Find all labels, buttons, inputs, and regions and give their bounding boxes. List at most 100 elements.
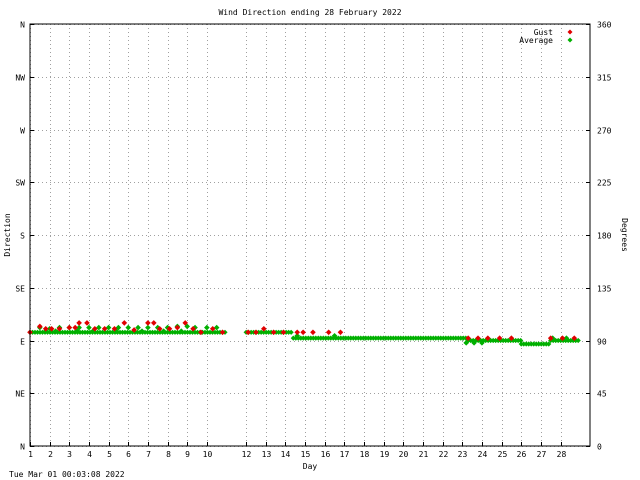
average-point	[160, 328, 167, 334]
y-tick-label-right: 360	[597, 21, 612, 30]
gust-point	[547, 335, 554, 341]
x-tick-label: 17	[340, 450, 350, 459]
x-tick-label: 5	[107, 450, 112, 459]
x-tick-label: 19	[380, 450, 390, 459]
gust-point	[56, 325, 63, 332]
gust-point	[121, 320, 128, 326]
x-tick-label: 13	[262, 450, 272, 459]
x-tick-label: 3	[67, 450, 72, 459]
axis-ticks: 1 2 3 4 5 6 7 8 9 10 12 13 14 15 16 17 18 19 20 21 22 23 24 25 2…	[15, 21, 611, 460]
y-axis-label-right: Degrees	[620, 218, 629, 252]
gust-point	[270, 329, 277, 336]
gust-point	[325, 329, 332, 336]
gust-point	[571, 335, 578, 341]
average-series	[27, 323, 581, 347]
footer-timestamp: Tue Mar 01 00:03:08 2022	[9, 470, 125, 479]
legend-label-gust: Gust	[534, 28, 553, 37]
x-tick-label: 28	[557, 450, 567, 459]
y-tick-label-left: SW	[15, 179, 25, 188]
y-tick-label-right: 225	[597, 179, 612, 188]
average-point	[575, 337, 581, 344]
average-point	[145, 324, 151, 331]
x-tick-label: 12	[242, 450, 252, 459]
gust-point	[209, 325, 216, 332]
gust-point	[496, 335, 503, 341]
average-point	[164, 324, 171, 331]
y-tick-label-right: 45	[597, 390, 607, 399]
average-point	[518, 337, 524, 344]
x-tick-label: 20	[399, 450, 409, 459]
gust-point	[198, 329, 204, 336]
gust-point	[190, 325, 196, 332]
average-point	[331, 333, 338, 339]
gust-point	[465, 335, 471, 341]
gust-point	[111, 325, 118, 332]
average-point	[52, 328, 59, 334]
y-tick-label-right: 135	[597, 285, 612, 294]
y-tick-label-right: 315	[597, 74, 612, 83]
legend-marker-gust	[567, 29, 573, 35]
x-tick-label: 18	[360, 450, 370, 459]
gust-point	[37, 323, 43, 330]
y-tick-label-left: NW	[15, 74, 25, 83]
gust-point	[310, 329, 316, 336]
gust-point	[76, 320, 82, 326]
gust-point	[300, 329, 306, 336]
x-tick-label: 9	[185, 450, 190, 459]
y-tick-label-left: N	[20, 443, 25, 452]
average-point	[192, 324, 198, 331]
x-tick-label: 4	[87, 450, 92, 459]
average-point	[288, 329, 294, 335]
gust-point	[559, 335, 566, 341]
average-point	[471, 340, 477, 346]
gust-point	[131, 327, 137, 333]
gust-point	[66, 324, 73, 331]
average-point	[479, 340, 485, 346]
gust-point	[475, 335, 481, 341]
average-point	[563, 335, 570, 341]
legend-label-average: Average	[519, 36, 553, 45]
average-point	[184, 323, 190, 330]
gust-point	[42, 325, 49, 332]
y-tick-label-right: 90	[597, 338, 607, 347]
x-tick-label: 25	[498, 450, 508, 459]
gust-point	[48, 325, 55, 332]
x-tick-label: 23	[458, 450, 468, 459]
x-tick-label: 8	[166, 450, 171, 459]
gust-point	[156, 325, 163, 332]
x-tick-label: 6	[126, 450, 131, 459]
plot-frame	[29, 23, 591, 447]
gust-point	[84, 320, 90, 326]
y-tick-label-left: NE	[15, 390, 25, 399]
y-tick-label-right: 0	[597, 443, 602, 452]
average-point	[294, 333, 301, 339]
y-tick-label-left: W	[20, 127, 25, 136]
average-point	[213, 324, 220, 331]
y-tick-label-left: N	[20, 21, 25, 30]
average-point	[125, 324, 132, 331]
gust-point	[101, 325, 108, 332]
gust-point	[150, 320, 157, 326]
average-point	[546, 341, 552, 347]
legend: Gust Average	[519, 28, 573, 45]
gust-point	[182, 320, 189, 326]
x-tick-label: 15	[301, 450, 311, 459]
gust-point	[253, 329, 259, 336]
chart-title: Wind Direction ending 28 February 2022	[218, 8, 401, 17]
y-axis-label-left: Direction	[3, 213, 12, 257]
gust-point	[174, 324, 181, 331]
average-point	[139, 328, 145, 334]
average-point	[204, 324, 210, 331]
x-tick-label: 16	[321, 450, 331, 459]
grid-lines	[30, 24, 590, 447]
x-tick-label: 21	[419, 450, 429, 459]
average-point	[135, 324, 141, 331]
x-tick-label: 1	[28, 450, 33, 459]
gust-point	[261, 325, 267, 332]
average-point	[463, 340, 470, 346]
y-tick-label-left: SE	[15, 285, 25, 294]
gust-point	[72, 324, 78, 331]
x-tick-label: 27	[537, 450, 547, 459]
gust-point	[245, 329, 251, 336]
